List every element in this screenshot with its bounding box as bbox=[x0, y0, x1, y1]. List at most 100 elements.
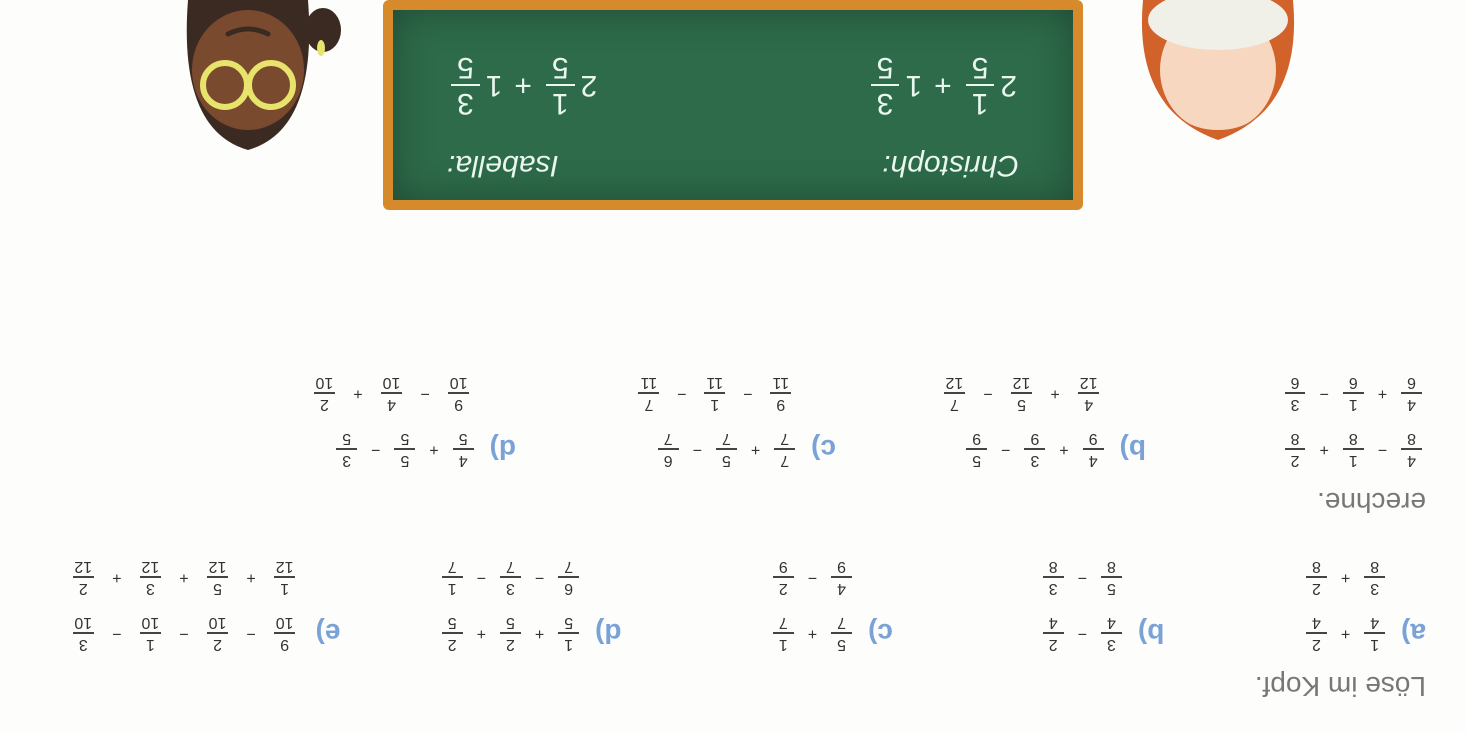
exercise-2-grid: 48−18+2846+16−36 b)49+39−59b)412+512−712… bbox=[40, 374, 1426, 468]
fraction: 25 bbox=[500, 614, 521, 652]
fraction: 111 bbox=[701, 374, 730, 412]
fraction: 67 bbox=[658, 430, 679, 468]
fraction: 24 bbox=[1306, 614, 1327, 652]
operator: + bbox=[934, 68, 952, 102]
operator: − bbox=[1078, 568, 1087, 586]
operator: + bbox=[1378, 384, 1387, 402]
exercise-2-title: erechne. bbox=[40, 486, 1426, 518]
fraction: 35 bbox=[451, 52, 480, 118]
chalk-expr-right: 215+135 bbox=[447, 52, 599, 118]
operator: + bbox=[751, 440, 760, 458]
fraction: 410 bbox=[377, 374, 407, 412]
expression: 15 +25 +25 bbox=[438, 614, 583, 652]
fraction: 711 bbox=[635, 374, 664, 412]
fraction: 57 bbox=[716, 430, 737, 468]
fraction: 45 bbox=[453, 430, 474, 468]
fraction: 35 bbox=[336, 430, 357, 468]
ex1-col-b: b)34−24b)58−38 bbox=[893, 558, 1164, 652]
fraction: 59 bbox=[966, 430, 987, 468]
column-label: c) bbox=[868, 617, 893, 649]
operator: + bbox=[1341, 568, 1350, 586]
fraction: 49 bbox=[831, 558, 852, 596]
operator: − bbox=[808, 568, 817, 586]
expression: 49−29 bbox=[769, 558, 856, 596]
christoph-illustration bbox=[1103, 0, 1333, 230]
expression: 57+17 bbox=[769, 614, 856, 652]
fraction: 15 bbox=[546, 52, 575, 118]
ex1-col-d: d)15+25+25d)67−37−17 bbox=[340, 558, 621, 652]
expression: 910−410+210 bbox=[305, 374, 477, 412]
fraction: 17 bbox=[442, 558, 463, 596]
operator: − bbox=[246, 624, 255, 642]
column-label: b) bbox=[1138, 617, 1164, 649]
fraction: 77 bbox=[774, 430, 795, 468]
operator: + bbox=[1059, 440, 1068, 458]
fraction: 910 bbox=[444, 374, 474, 412]
ex1-col-c: c)57+17c)49−29 bbox=[622, 558, 893, 652]
fraction: 39 bbox=[1024, 430, 1045, 468]
fraction: 512 bbox=[203, 558, 233, 596]
column-label: c) bbox=[811, 433, 836, 465]
fraction: 25 bbox=[442, 614, 463, 652]
character-isabella bbox=[133, 0, 363, 230]
fraction: 17 bbox=[773, 614, 794, 652]
fraction: 910 bbox=[270, 614, 300, 652]
fraction: 36 bbox=[1285, 374, 1306, 412]
fraction: 29 bbox=[773, 558, 794, 596]
expression: 49 +39−59 bbox=[962, 430, 1107, 468]
operator: + bbox=[1320, 440, 1329, 458]
operator: − bbox=[693, 440, 702, 458]
fraction: 35 bbox=[871, 52, 900, 118]
operator: + bbox=[535, 624, 544, 642]
fraction: 15 bbox=[966, 52, 995, 118]
operator: − bbox=[677, 384, 686, 402]
operator: + bbox=[353, 384, 362, 402]
operator: − bbox=[179, 624, 188, 642]
fraction: 49 bbox=[1083, 430, 1104, 468]
expression: 58−38 bbox=[1039, 558, 1126, 596]
fraction: 512 bbox=[1007, 374, 1037, 412]
fraction: 412 bbox=[1074, 374, 1104, 412]
exercise-1-title: Löse im Kopf. bbox=[40, 670, 1426, 702]
expression: 14 +24 bbox=[1302, 614, 1389, 652]
column-label: b) bbox=[1120, 433, 1146, 465]
expression: 77 +57−67 bbox=[654, 430, 799, 468]
fraction: 18 bbox=[1343, 430, 1364, 468]
expression: 45+55−35 bbox=[332, 430, 477, 468]
fraction: 37 bbox=[500, 558, 521, 596]
fraction: 310 bbox=[68, 614, 98, 652]
expression: 38+28 bbox=[1302, 558, 1389, 596]
operator: − bbox=[477, 568, 486, 586]
operator: + bbox=[477, 624, 486, 642]
expression: 34−24 bbox=[1039, 614, 1126, 652]
fraction: 28 bbox=[1306, 558, 1327, 596]
ex1-col-a: a)14+24a)38+28 bbox=[1164, 558, 1426, 652]
operator: + bbox=[1050, 384, 1059, 402]
column-label: a) bbox=[1401, 617, 1426, 649]
fraction: 58 bbox=[1101, 558, 1122, 596]
fraction: 38 bbox=[1043, 558, 1064, 596]
fraction: 14 bbox=[1364, 614, 1385, 652]
operator: − bbox=[371, 440, 380, 458]
ex2-col-c: c)77+57−67c)911−111−711 bbox=[516, 374, 836, 468]
fraction: 112 bbox=[270, 558, 300, 596]
fraction: 57 bbox=[831, 614, 852, 652]
fraction: 312 bbox=[135, 558, 165, 596]
expression: 412+512−712 bbox=[935, 374, 1107, 412]
expression: 48−18+28 bbox=[1281, 430, 1426, 468]
ex1-col-e: e)910−210−110−310e)112+512+312+212 bbox=[40, 558, 340, 652]
exercise-1-grid: a)14+24a)38+28 b)34−24b)58−38 c)57+17c)4… bbox=[40, 558, 1426, 652]
expression: 911−111−711 bbox=[631, 374, 800, 412]
ex2-col-a: 48−18+2846+16−36 bbox=[1146, 374, 1426, 468]
fraction: 15 bbox=[558, 614, 579, 652]
fraction: 48 bbox=[1401, 430, 1422, 468]
chalk-name-right: Isabella: bbox=[447, 148, 559, 182]
expression: 67−37−17 bbox=[438, 558, 583, 596]
fraction: 110 bbox=[135, 614, 165, 652]
operator: + bbox=[1341, 624, 1350, 642]
fraction: 16 bbox=[1343, 374, 1364, 412]
expression: 112+512+312+212 bbox=[64, 558, 303, 596]
operator: − bbox=[1001, 440, 1010, 458]
fraction: 712 bbox=[939, 374, 969, 412]
column-label: e) bbox=[316, 617, 341, 649]
